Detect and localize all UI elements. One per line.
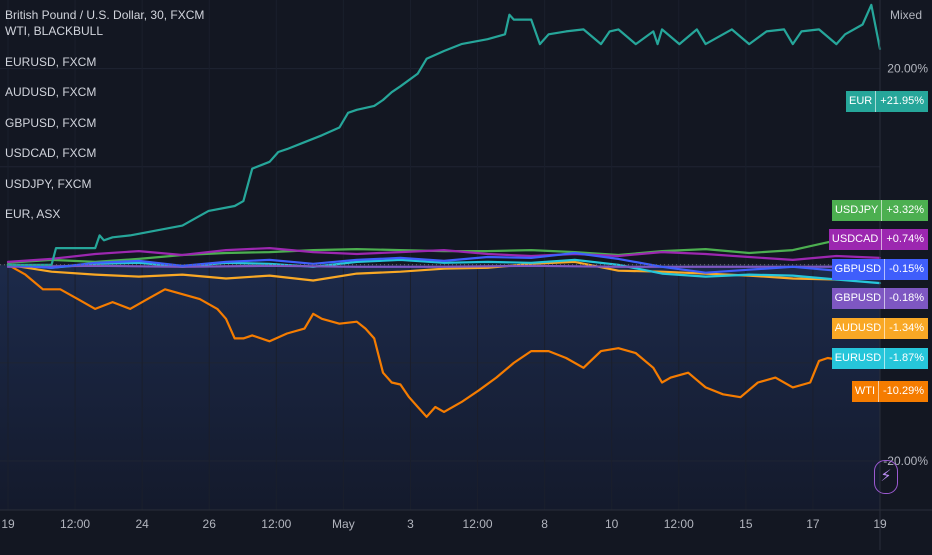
series-line-usdcad[interactable] bbox=[6, 247, 882, 263]
x-tick-label: 19 bbox=[1, 517, 15, 531]
chart-title: British Pound / U.S. Dollar, 30, FXCM bbox=[5, 8, 205, 22]
series-line-wti[interactable] bbox=[6, 263, 882, 418]
badge-symbol: GBPUSD bbox=[832, 259, 886, 280]
badge-value: -0.18% bbox=[889, 292, 924, 304]
series-lines bbox=[6, 3, 882, 418]
badge-value: +3.32% bbox=[886, 204, 924, 216]
x-tick-label: 15 bbox=[739, 517, 753, 531]
price-badge-gbpusd[interactable]: GBPUSD -0.15% bbox=[831, 259, 928, 280]
badge-value: -0.15% bbox=[889, 263, 924, 275]
series-line-gbpusd[interactable] bbox=[6, 251, 882, 274]
x-tick-label: 24 bbox=[135, 517, 149, 531]
x-tick-label: 3 bbox=[407, 517, 414, 531]
below-zero-area bbox=[0, 264, 880, 510]
badge-symbol: USDJPY bbox=[832, 200, 883, 221]
x-tick-label: 12:00 bbox=[60, 517, 90, 531]
price-badge-wti[interactable]: WTI -10.29% bbox=[851, 381, 928, 402]
scale-mode-label[interactable]: Mixed bbox=[889, 8, 922, 22]
x-tick-label: 12:00 bbox=[664, 517, 694, 531]
series-line-eurusd[interactable] bbox=[6, 258, 882, 285]
price-badge-eurusd[interactable]: EURUSD -1.87% bbox=[831, 348, 928, 369]
badge-symbol: WTI bbox=[852, 381, 880, 402]
price-badge-usdcad[interactable]: USDCAD +0.74% bbox=[828, 229, 928, 250]
badge-value: -1.87% bbox=[889, 352, 924, 364]
lightning-icon[interactable]: ⚡ bbox=[874, 460, 898, 494]
series-line-gbpusd[interactable] bbox=[6, 264, 882, 268]
x-tick-label: 26 bbox=[203, 517, 217, 531]
legend-item[interactable]: USDJPY, FXCM bbox=[5, 176, 92, 191]
price-badge-audusd[interactable]: AUDUSD -1.34% bbox=[831, 318, 928, 339]
badge-symbol: EURUSD bbox=[832, 348, 886, 369]
price-badge-gbpusd[interactable]: GBPUSD -0.18% bbox=[831, 288, 928, 309]
x-tick-label: 12:00 bbox=[463, 517, 493, 531]
y-tick-label: 20.00% bbox=[887, 62, 928, 76]
price-badge-eur[interactable]: EUR +21.95% bbox=[846, 91, 928, 112]
legend-item[interactable]: GBPUSD, FXCM bbox=[5, 115, 97, 130]
x-tick-label: May bbox=[332, 517, 355, 531]
price-badge-usdjpy[interactable]: USDJPY +3.32% bbox=[831, 200, 928, 221]
legend-item[interactable]: USDCAD, FXCM bbox=[5, 146, 97, 160]
badge-value: -10.29% bbox=[883, 385, 924, 397]
badge-value: +21.95% bbox=[880, 95, 924, 107]
x-axis: 19 12:00 24 26 12:00 May 3 12:00 8 10 12:00 15 17 19 bbox=[0, 509, 932, 531]
badge-value: +0.74% bbox=[886, 233, 924, 245]
series-line-usdjpy[interactable] bbox=[6, 231, 882, 264]
badge-symbol: EUR bbox=[846, 91, 877, 112]
badge-symbol: USDCAD bbox=[829, 229, 883, 250]
legend-item[interactable]: WTI, BLACKBULL bbox=[5, 24, 104, 38]
x-tick-label: 8 bbox=[541, 517, 548, 531]
x-tick-label: 17 bbox=[806, 517, 820, 531]
legend-item[interactable]: AUDUSD, FXCM bbox=[5, 85, 97, 99]
series-line-eur[interactable] bbox=[6, 3, 882, 266]
x-tick-label: 10 bbox=[605, 517, 619, 531]
legend: British Pound / U.S. Dollar, 30, FXCM WT… bbox=[5, 8, 204, 230]
legend-item[interactable]: EUR, ASX bbox=[5, 207, 61, 221]
x-tick-label: 12:00 bbox=[261, 517, 291, 531]
badge-symbol: GBPUSD bbox=[832, 288, 886, 309]
badge-symbol: AUDUSD bbox=[832, 318, 886, 339]
legend-item[interactable]: EURUSD, FXCM bbox=[5, 54, 97, 69]
badge-value: -1.34% bbox=[889, 322, 924, 334]
